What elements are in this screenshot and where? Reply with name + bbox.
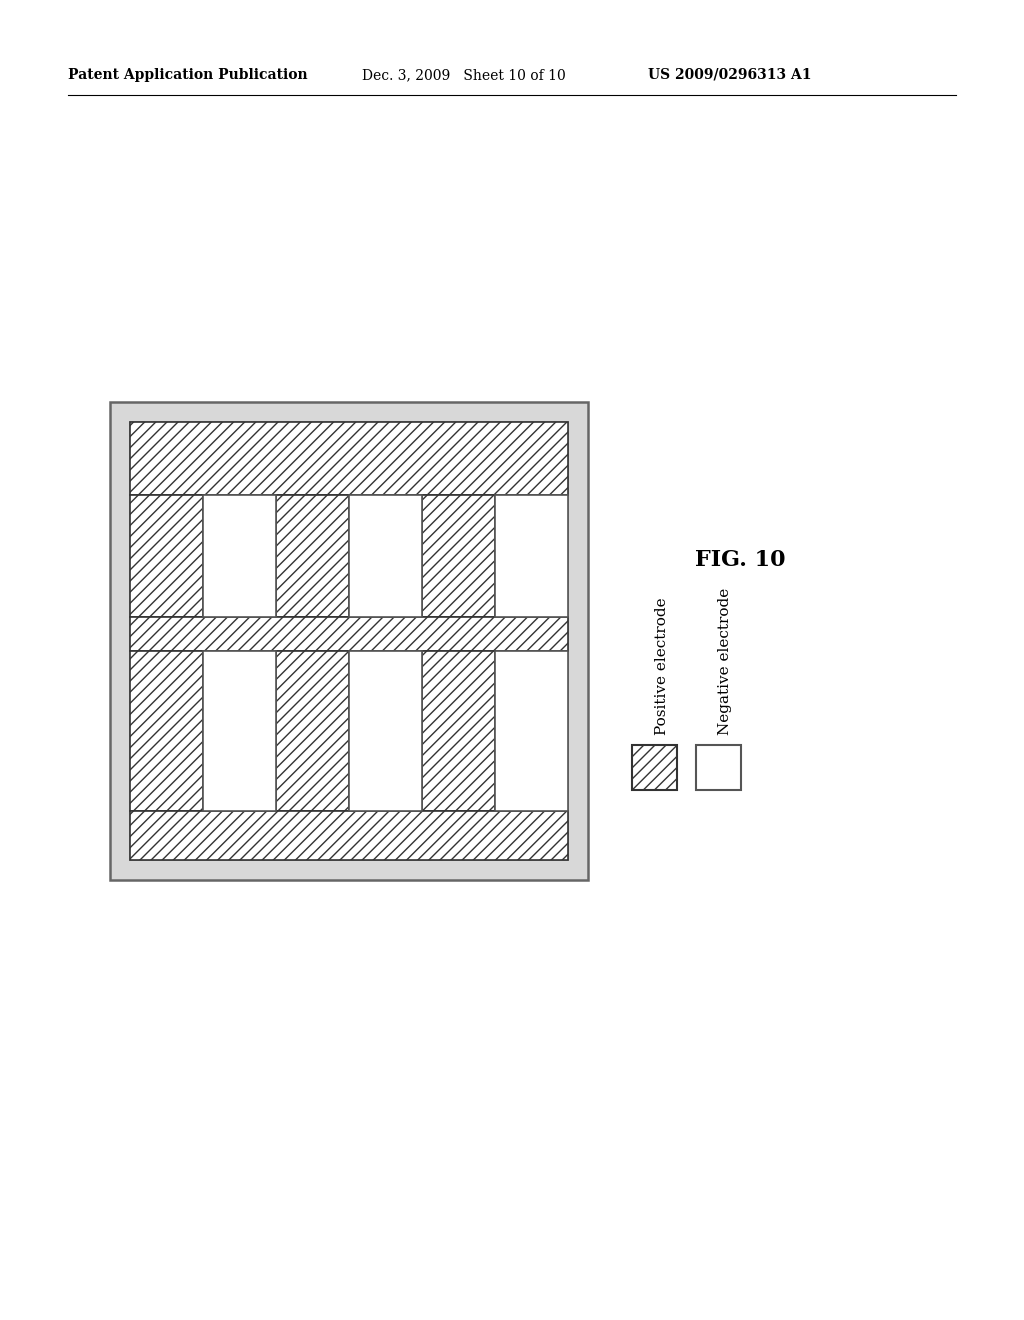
Bar xyxy=(495,651,568,812)
Bar xyxy=(349,651,422,812)
Bar xyxy=(696,744,741,789)
Text: Negative electrode: Negative electrode xyxy=(719,587,732,735)
Bar xyxy=(422,651,495,812)
Bar xyxy=(422,495,495,616)
Bar xyxy=(203,495,276,616)
Bar xyxy=(130,422,568,861)
Text: FIG. 10: FIG. 10 xyxy=(694,549,785,572)
Bar xyxy=(130,495,203,616)
Bar xyxy=(632,744,677,789)
Text: Patent Application Publication: Patent Application Publication xyxy=(68,69,307,82)
Bar xyxy=(203,651,276,812)
Bar xyxy=(276,651,349,812)
Bar xyxy=(130,812,568,861)
Bar xyxy=(130,422,568,495)
Bar xyxy=(349,495,422,616)
Bar xyxy=(495,495,568,616)
Text: Positive electrode: Positive electrode xyxy=(654,598,669,735)
Bar xyxy=(130,616,568,651)
Bar xyxy=(110,403,588,880)
Text: US 2009/0296313 A1: US 2009/0296313 A1 xyxy=(648,69,811,82)
Bar xyxy=(276,495,349,616)
Bar xyxy=(130,651,203,812)
Text: Dec. 3, 2009   Sheet 10 of 10: Dec. 3, 2009 Sheet 10 of 10 xyxy=(362,69,565,82)
